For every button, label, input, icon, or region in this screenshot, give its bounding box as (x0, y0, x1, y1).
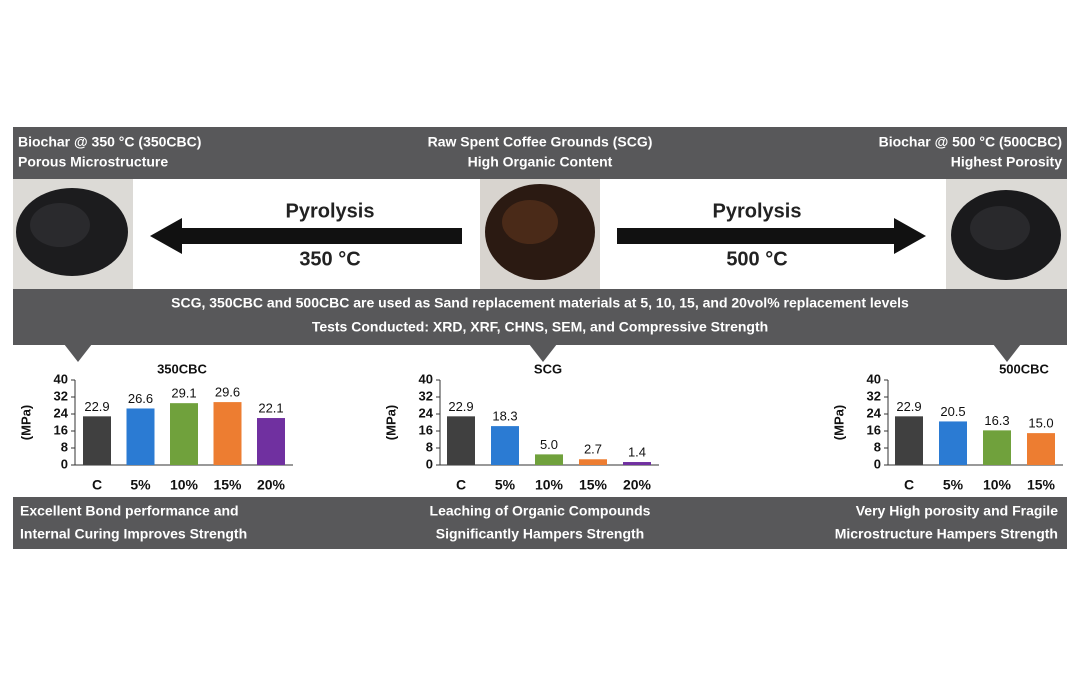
value-label: 2.7 (584, 442, 602, 457)
arrow-right (617, 218, 926, 254)
bar (895, 416, 923, 465)
x-tick-label: 20% (623, 477, 652, 493)
photo-350cbc (13, 179, 133, 289)
bar (535, 454, 563, 465)
value-label: 20.5 (940, 404, 965, 419)
bar (1027, 433, 1055, 465)
y-tick-label: 32 (54, 388, 68, 403)
header-center-subtitle: High Organic Content (468, 154, 613, 170)
x-tick-label: 15% (1027, 477, 1056, 493)
arrow-right-temperature: 500 °C (726, 248, 787, 270)
footer-band (13, 497, 1067, 549)
value-label: 22.9 (448, 399, 473, 414)
value-label: 22.9 (896, 399, 921, 414)
y-tick-label: 16 (419, 422, 433, 437)
value-label: 15.0 (1028, 416, 1053, 431)
y-tick-label: 8 (874, 439, 881, 454)
arrow-left-label: Pyrolysis (286, 200, 375, 222)
banner-line1: SCG, 350CBC and 500CBC are used as Sand … (171, 295, 909, 311)
chart-title: 350CBC (157, 361, 207, 376)
bar (83, 416, 111, 465)
value-label: 22.9 (84, 399, 109, 414)
bar (126, 408, 155, 465)
y-tick-label: 40 (867, 371, 881, 386)
x-tick-label: 5% (130, 477, 151, 493)
pointer (529, 344, 557, 362)
value-label: 18.3 (492, 409, 517, 424)
bar (939, 421, 967, 465)
y-tick-label: 24 (867, 405, 882, 420)
y-tick-label: 0 (874, 456, 881, 471)
y-tick-label: 24 (419, 405, 434, 420)
photo-scg (480, 179, 600, 289)
x-tick-label: 15% (213, 477, 242, 493)
value-label: 22.1 (258, 400, 283, 415)
photo-500cbc (946, 179, 1067, 289)
y-tick-label: 0 (61, 456, 68, 471)
value-label: 5.0 (540, 437, 558, 452)
y-tick-label: 16 (867, 422, 881, 437)
x-tick-label: C (92, 477, 102, 493)
banner-line2: Tests Conducted: XRD, XRF, CHNS, SEM, an… (312, 319, 768, 335)
value-label: 16.3 (984, 413, 1009, 428)
footer-center-line1: Leaching of Organic Compounds (430, 503, 651, 519)
value-label: 1.4 (628, 444, 646, 459)
x-tick-label: C (456, 477, 466, 493)
bar (983, 430, 1011, 465)
y-axis-label: (MPa) (383, 405, 398, 440)
value-label: 29.1 (171, 386, 196, 401)
bar (623, 462, 651, 465)
x-tick-label: 5% (495, 477, 516, 493)
footer-right-line1: Very High porosity and Fragile (856, 503, 1058, 519)
x-tick-label: 10% (983, 477, 1012, 493)
y-tick-label: 16 (54, 422, 68, 437)
y-axis-label: (MPa) (18, 405, 33, 440)
footer-right-line2: Microstructure Hampers Strength (835, 526, 1058, 542)
x-tick-label: 5% (943, 477, 964, 493)
y-tick-label: 32 (867, 388, 881, 403)
bar (257, 418, 285, 465)
value-label: 29.6 (215, 385, 240, 400)
footer-left-line2: Internal Curing Improves Strength (20, 526, 247, 542)
bar (213, 402, 242, 465)
header-band (13, 127, 1067, 179)
header-center-title: Raw Spent Coffee Grounds (SCG) (428, 134, 653, 150)
header-right-title: Biochar @ 500 °C (500CBC) (879, 134, 1062, 150)
bar (491, 426, 519, 465)
pointer (993, 344, 1021, 362)
bar (447, 416, 475, 465)
y-axis-label: (MPa) (831, 405, 846, 440)
header-left-title: Biochar @ 350 °C (350CBC) (18, 134, 201, 150)
bar (170, 403, 198, 465)
footer-center-line2: Significantly Hampers Strength (436, 526, 644, 542)
x-tick-label: 15% (579, 477, 608, 493)
y-tick-label: 40 (419, 371, 433, 386)
x-tick-label: 10% (170, 477, 199, 493)
y-tick-label: 0 (426, 456, 433, 471)
x-tick-label: 20% (257, 477, 286, 493)
chart-title: 500CBC (999, 361, 1049, 376)
value-label: 26.6 (128, 391, 153, 406)
chart-title: SCG (534, 361, 562, 376)
y-tick-label: 24 (54, 405, 69, 420)
arrow-left (150, 218, 462, 254)
y-tick-label: 8 (61, 439, 68, 454)
y-tick-label: 32 (419, 388, 433, 403)
y-tick-label: 40 (54, 371, 68, 386)
arrow-right-label: Pyrolysis (713, 200, 802, 222)
bar (579, 459, 607, 465)
header-right-subtitle: Highest Porosity (951, 154, 1062, 170)
x-tick-label: 10% (535, 477, 564, 493)
footer-left-line1: Excellent Bond performance and (20, 503, 239, 519)
y-tick-label: 8 (426, 439, 433, 454)
pointer (64, 344, 92, 362)
x-tick-label: C (904, 477, 914, 493)
arrow-left-temperature: 350 °C (299, 248, 360, 270)
banner (13, 289, 1067, 345)
header-left-subtitle: Porous Microstructure (18, 154, 168, 170)
